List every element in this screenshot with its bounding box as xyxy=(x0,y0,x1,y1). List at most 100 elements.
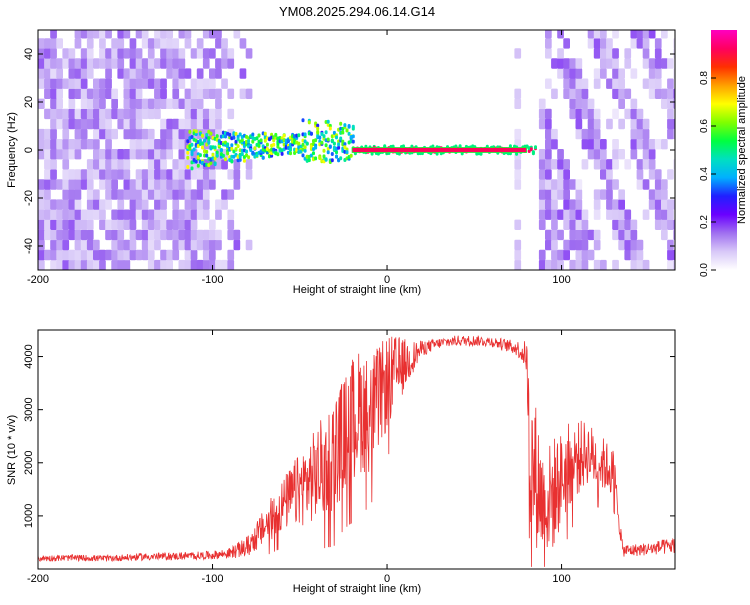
spectrogram-cell xyxy=(160,128,167,140)
spectrogram-cell xyxy=(129,219,137,230)
spectrogram-cell xyxy=(93,30,100,39)
spectrogram-cell xyxy=(178,219,186,230)
spectrogram-cell xyxy=(123,169,131,180)
spectrogram-signal-cell xyxy=(205,149,209,154)
spectrogram-cell xyxy=(154,179,161,190)
spectrogram-signal-cell xyxy=(328,126,332,131)
spectrogram-signal-cell xyxy=(318,135,322,140)
spectrogram-cell xyxy=(593,149,601,160)
spectrogram-cell xyxy=(62,229,70,241)
spectrogram-cell xyxy=(80,48,88,59)
spectrogram-cell xyxy=(661,98,668,109)
colorbar-tick-label: 0.6 xyxy=(699,119,710,133)
spectrogram-cell xyxy=(593,239,601,251)
spectrogram-cell xyxy=(221,189,228,200)
spectrogram-cell xyxy=(636,128,644,140)
spectrogram-cell xyxy=(538,209,546,220)
spectrogram-cell xyxy=(62,189,70,200)
spectrogram-cell xyxy=(68,108,76,120)
spectrogram-cell xyxy=(215,108,222,120)
spectrogram-cell xyxy=(44,108,51,120)
spectrogram-cell xyxy=(129,68,137,79)
spectrogram-cell xyxy=(117,159,125,170)
spectrogram-cell xyxy=(135,229,143,241)
spectrogram-cell xyxy=(184,108,192,120)
spectrogram-cell xyxy=(74,78,82,89)
spectrogram-cell xyxy=(50,118,57,130)
spectrogram-cell xyxy=(99,78,106,89)
spectrogram-cell xyxy=(624,249,632,261)
spectrogram-cell xyxy=(612,48,619,59)
spectrogram-cell xyxy=(648,189,656,200)
spectrogram-cell xyxy=(147,249,155,261)
spectrogram-cell xyxy=(673,229,675,241)
spectrogram-cell xyxy=(563,78,570,89)
spectrogram-cell xyxy=(587,249,595,261)
spectrogram-cell xyxy=(642,209,650,220)
spectrogram-cell xyxy=(172,189,180,200)
spectrogram-cell xyxy=(184,68,192,79)
spectrogram-cell xyxy=(184,179,192,190)
spectrogram-signal-cell xyxy=(330,152,334,156)
spectrogram-cell xyxy=(74,209,82,220)
spectrogram-cell xyxy=(557,58,564,69)
spectrogram-signal-cell xyxy=(341,130,345,135)
spectrogram-cell xyxy=(147,209,155,220)
spectrogram-signal-cell xyxy=(276,152,280,157)
spectrogram-cell xyxy=(111,128,118,140)
spectrogram-cell xyxy=(196,229,204,241)
spectrogram-cell xyxy=(86,199,94,210)
spectrogram-cell xyxy=(160,219,167,230)
spectrogram-cell xyxy=(123,149,131,160)
spectrogram-cell xyxy=(545,189,552,200)
spectrogram-signal-cell xyxy=(224,134,227,139)
spectrogram-cell xyxy=(624,58,632,69)
spectrogram-cell xyxy=(129,199,137,210)
spectrogram-cell xyxy=(606,159,613,170)
spectrogram-cell xyxy=(50,179,57,190)
spectrogram-cell xyxy=(618,229,625,241)
spectrogram-cell xyxy=(80,78,88,89)
spectrogram-cell xyxy=(68,139,76,150)
spectrogram-cell xyxy=(147,38,155,49)
spectrogram-signal-cell xyxy=(226,142,230,147)
spectrogram-cell xyxy=(105,249,112,261)
spectrogram-cell xyxy=(123,118,131,130)
spectrogram-cell xyxy=(557,159,564,170)
spectrogram-signal-cell xyxy=(247,155,251,160)
spectrogram-cell xyxy=(56,179,63,190)
spectrogram-cell xyxy=(93,88,100,99)
spectrogram-cell xyxy=(563,199,570,210)
spectrogram-cell xyxy=(202,259,210,270)
spectrogram-cell xyxy=(123,128,131,140)
spectrogram-cell xyxy=(141,68,149,79)
spectrogram-cell xyxy=(551,139,558,150)
spectrogram-signal-cell xyxy=(213,145,217,150)
spectrogram-cell xyxy=(612,149,619,160)
spectrogram-cell xyxy=(154,139,161,150)
spectrogram-cell xyxy=(514,259,522,270)
spectrogram-cell xyxy=(209,48,216,59)
spectrogram-cell xyxy=(117,149,125,160)
spectrogram-cell xyxy=(154,209,161,220)
spectrogram-cell xyxy=(624,239,632,251)
spectrogram-cell xyxy=(239,38,247,49)
spectrogram-cell xyxy=(648,58,656,69)
spectrogram-cell xyxy=(129,58,137,69)
spectrogram-cell xyxy=(514,249,522,261)
spectrogram-cell xyxy=(538,189,546,200)
spectrogram-cell xyxy=(636,108,644,120)
spectrogram-cell xyxy=(551,189,558,200)
spectrogram-cell xyxy=(74,169,82,180)
spectrogram-cell xyxy=(184,98,192,109)
spectrogram-cell xyxy=(196,259,204,270)
spectrogram-cell xyxy=(105,199,112,210)
spectrogram-cell xyxy=(99,169,106,180)
spectrogram-cell xyxy=(618,68,625,79)
spectrogram-cell xyxy=(569,88,577,99)
spectrogram-cell xyxy=(648,68,656,79)
spectrogram-cell xyxy=(227,88,235,99)
spectrogram-cell xyxy=(587,139,595,150)
spectrogram-cell xyxy=(624,88,632,99)
